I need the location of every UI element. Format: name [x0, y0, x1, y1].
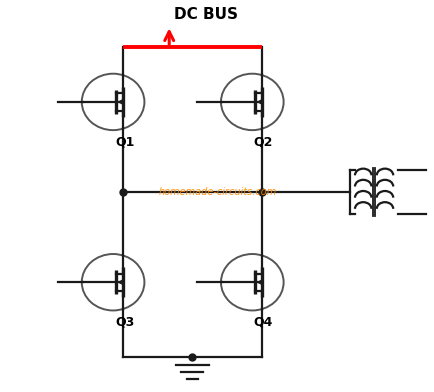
Text: Q1: Q1 — [115, 135, 135, 148]
Text: DC BUS: DC BUS — [173, 7, 237, 22]
Text: Q3: Q3 — [115, 316, 134, 328]
Text: Q4: Q4 — [253, 316, 272, 328]
Text: homemade-circuits.com: homemade-circuits.com — [158, 187, 276, 197]
Text: Q2: Q2 — [253, 135, 272, 148]
